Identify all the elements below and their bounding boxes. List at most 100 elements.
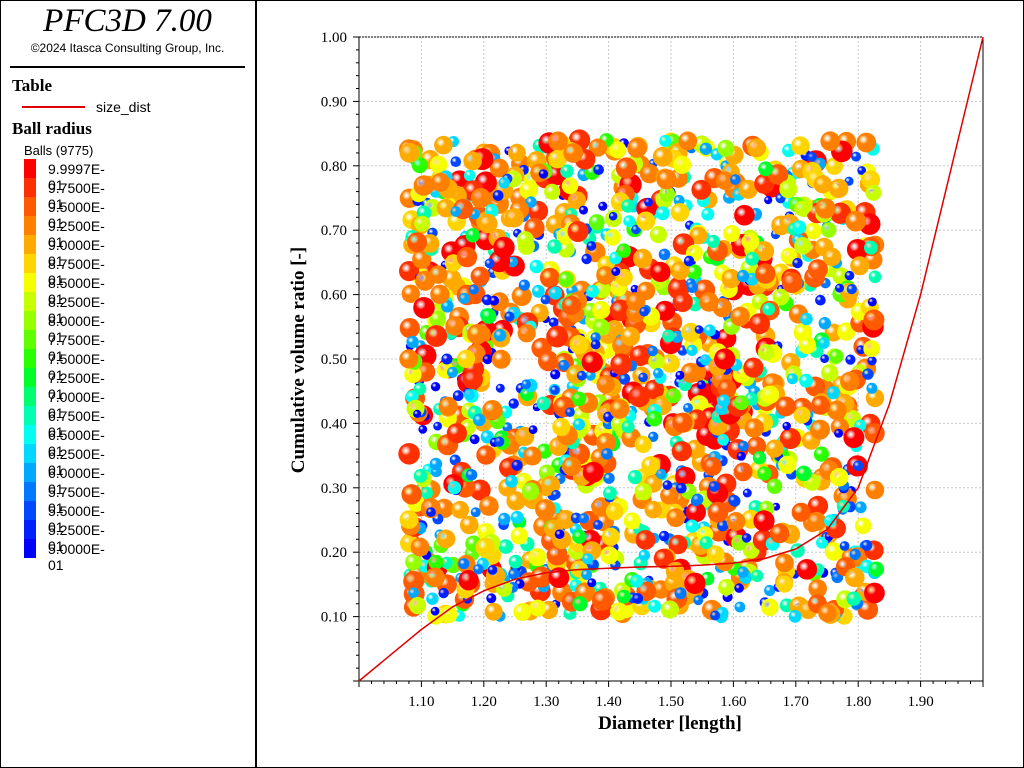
ball [604,229,621,246]
ball [513,603,532,621]
ball [863,340,881,357]
ball [840,371,860,392]
legend-label: 9.5000E-01 [48,199,105,231]
ball [641,456,661,476]
ball [820,131,840,151]
ball [451,500,470,519]
ball [714,348,736,370]
ball [567,191,587,210]
ball [821,364,839,382]
ball [804,222,822,240]
ball [528,548,547,567]
ball [601,527,620,546]
ball [399,510,419,529]
ball [658,248,671,261]
legend-swatch [24,501,36,520]
ball [627,138,647,158]
ball [572,529,587,544]
ball [776,575,794,593]
ball [462,369,483,390]
ball [554,529,565,539]
ball [865,480,885,500]
ball [846,284,857,295]
ball [476,445,496,465]
x-tick-label: 1.80 [845,694,871,710]
ball [791,136,810,155]
ball [775,553,794,573]
legend-swatch [24,349,36,368]
ball [406,335,419,349]
ball [686,281,698,293]
y-tick-label: 0.80 [321,159,347,175]
y-axis-title: Cumulative volume ratio [-] [288,247,309,473]
legend-swatch [24,216,36,235]
ball [827,400,847,421]
legend-swatch [24,425,36,444]
ball [659,134,672,147]
legend-swatch [24,539,36,558]
ball [633,248,653,269]
ball [411,157,428,174]
ball [588,214,605,231]
legend-label: 9.9997E-01 [48,161,105,193]
ball [548,317,559,328]
ball [866,382,878,394]
ball [621,420,635,434]
ball [652,146,673,167]
ball [498,177,510,189]
ball [505,474,518,488]
y-tick-label: 1.00 [321,30,347,46]
app-title: PFC3D 7.00 [43,3,212,39]
ball [635,530,656,550]
ball [403,571,424,592]
ball [792,220,807,235]
ball [556,510,576,529]
ball [550,369,561,380]
ball [781,272,803,293]
ball [743,357,764,378]
ball [639,306,650,317]
ball [586,284,599,298]
legend-label: 7.0000E-01 [48,389,105,421]
ball [450,156,462,167]
ball [592,318,610,336]
ball [401,484,422,505]
legend-label: 5.0000E-01 [48,541,105,573]
ball [536,396,551,411]
ball [532,284,545,298]
ball [807,511,827,531]
ball [782,421,791,431]
ball [433,421,442,431]
ball [522,446,542,466]
ball [818,603,837,623]
ball [835,283,844,293]
table-series-line-swatch [22,106,85,108]
ball [755,263,776,284]
ball [399,143,420,163]
ball [616,243,631,258]
ball [438,587,449,599]
ball [675,370,685,380]
ball [458,558,470,570]
copyright-text: ©2024 Itasca Consulting Group, Inc. [30,41,225,55]
ball [585,370,596,381]
ball [511,286,532,306]
ball [780,247,798,265]
ball [737,566,749,578]
ball [551,489,561,500]
ball [791,502,811,522]
ball [623,512,641,530]
ball [561,456,582,476]
ball [699,354,712,366]
ball [854,501,867,514]
ball [631,224,641,235]
ball [525,196,537,208]
ball [741,232,760,251]
ball [826,386,840,400]
x-tick-label: 1.60 [720,694,746,710]
legend-swatch [24,254,36,273]
ball [399,349,419,369]
ball [539,267,560,288]
ball [493,236,515,259]
